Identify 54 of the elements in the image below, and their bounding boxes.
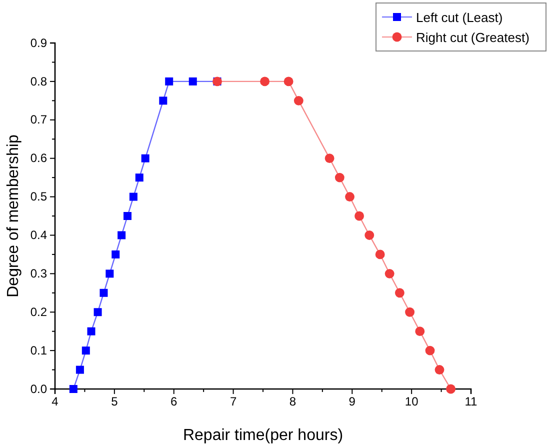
point	[124, 212, 132, 220]
point	[106, 270, 114, 278]
point	[260, 76, 270, 86]
point	[364, 230, 374, 240]
point	[284, 76, 294, 86]
point	[76, 366, 84, 374]
point	[405, 307, 415, 317]
point	[354, 211, 364, 221]
point	[129, 192, 138, 201]
point	[118, 231, 126, 240]
legend-label: Left cut (Least)	[416, 10, 503, 25]
x-axis-title: Repair time(per hours)	[182, 427, 344, 444]
x-tick-label: 6	[170, 394, 178, 409]
point	[165, 77, 174, 86]
y-tick-label: 0.7	[30, 112, 48, 127]
y-tick-label: 0.2	[30, 304, 48, 319]
y-tick-label: 0.0	[30, 382, 48, 396]
point	[425, 346, 435, 356]
x-tick-label: 4	[52, 394, 59, 409]
point	[159, 96, 168, 105]
point	[82, 346, 90, 355]
x-tick-label: 8	[289, 394, 296, 409]
x-tick-label: 9	[348, 394, 356, 409]
y-tick-label: 0.3	[30, 266, 48, 281]
point	[94, 308, 102, 316]
point	[384, 268, 394, 278]
point	[135, 174, 144, 182]
x-tick-label: 5	[111, 394, 118, 409]
y-tick-label: 0.8	[30, 74, 48, 88]
x-tick-label: 11	[464, 394, 478, 409]
x-tick-label: 7	[230, 394, 237, 409]
point	[434, 365, 444, 374]
point	[69, 385, 78, 393]
y-tick-label: 0.1	[30, 343, 48, 358]
point	[334, 172, 344, 182]
point	[188, 77, 197, 86]
point	[141, 154, 150, 162]
point	[294, 96, 304, 106]
y-tick-label: 0.5	[30, 190, 48, 204]
point	[375, 250, 385, 260]
point	[87, 327, 96, 336]
legend-label: Right cut (Greatest)	[416, 30, 530, 45]
y-tick-label: 0.6	[30, 151, 48, 166]
point	[345, 192, 354, 202]
y-tick-label: 0.9	[30, 36, 48, 50]
y-axis-title: Degree of membership	[5, 134, 22, 298]
point	[112, 250, 120, 258]
point	[100, 288, 108, 297]
point	[415, 326, 425, 336]
point	[394, 288, 404, 298]
point	[324, 154, 334, 164]
y-tick-label: 0.4	[30, 228, 48, 242]
point	[446, 384, 456, 394]
x-tick-label: 10	[404, 394, 419, 409]
